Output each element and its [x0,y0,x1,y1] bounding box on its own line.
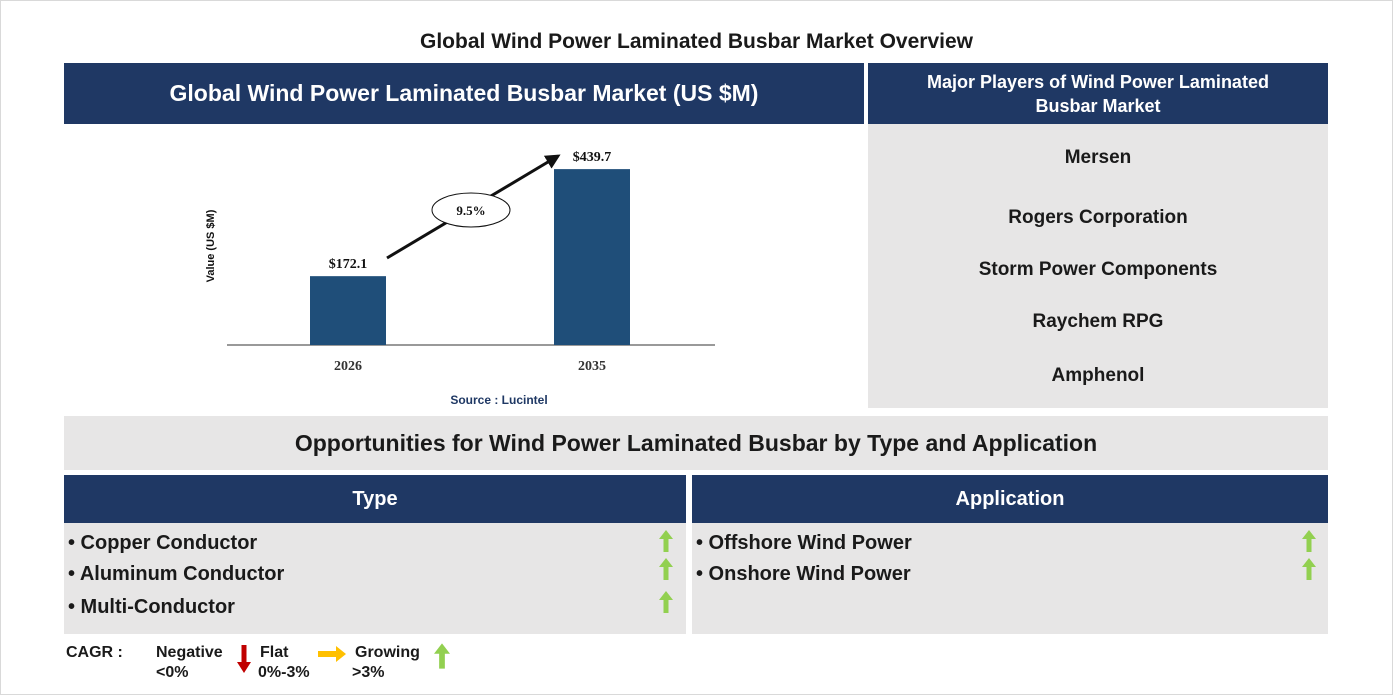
flat-legend-label: Flat [260,644,289,661]
bar-2026 [310,276,386,345]
bar-2035 [554,169,630,345]
growing-legend-label: Growing [355,644,420,661]
x-tick-label: 2035 [578,359,606,374]
green-up-arrow-icon [659,530,673,552]
green-up-arrow-icon [659,591,673,613]
negative-legend-label: Negative [156,644,223,661]
players-header: Major Players of Wind Power Laminated Bu… [868,63,1328,124]
type-header: Type [64,475,686,523]
application-header: Application [692,475,1328,523]
cagr-label: 9.5% [456,203,485,218]
green-up-arrow-icon [1302,530,1316,552]
player-item: Raychem RPG [1032,311,1164,332]
x-tick-label: 2026 [334,359,362,374]
application-item: • Offshore Wind Power [696,532,912,554]
application-item: • Onshore Wind Power [696,563,911,585]
type-panel: • Copper Conductor • Aluminum Conductor … [64,523,686,634]
green-up-arrow-icon [659,558,673,580]
growing-legend-range: >3% [352,664,385,681]
bar-value-label: $172.1 [329,257,368,272]
negative-legend-range: <0% [156,664,189,681]
bar-value-label: $439.7 [573,150,612,165]
chart-source: Source : Lucintel [450,393,547,407]
cagr-legend-label: CAGR : [66,644,123,661]
green-up-arrow-icon [1302,558,1316,580]
bars-group: $172.1 2026 $439.7 2035 [310,150,630,374]
y-axis-label: Value (US $M) [205,209,217,282]
type-item: • Aluminum Conductor [68,563,285,585]
market-chart-header: Global Wind Power Laminated Busbar Marke… [64,63,864,124]
player-item: Mersen [1064,147,1132,168]
player-item: Amphenol [1051,365,1145,386]
yellow-right-arrow-icon [318,646,346,662]
application-panel: • Offshore Wind Power • Onshore Wind Pow… [692,523,1328,634]
flat-legend-range: 0%-3% [258,664,310,681]
opportunities-title: Opportunities for Wind Power Laminated B… [64,416,1328,470]
type-item: • Multi-Conductor [68,596,235,618]
players-panel: Mersen Rogers Corporation Storm Power Co… [868,124,1328,408]
green-up-arrow-icon [434,643,450,669]
cagr-ellipse [431,192,511,228]
red-down-arrow-icon [237,645,251,673]
type-item: • Copper Conductor [68,532,258,554]
player-item: Storm Power Components [978,259,1218,280]
page-title: Global Wind Power Laminated Busbar Marke… [420,30,973,53]
player-item: Rogers Corporation [1008,207,1188,228]
